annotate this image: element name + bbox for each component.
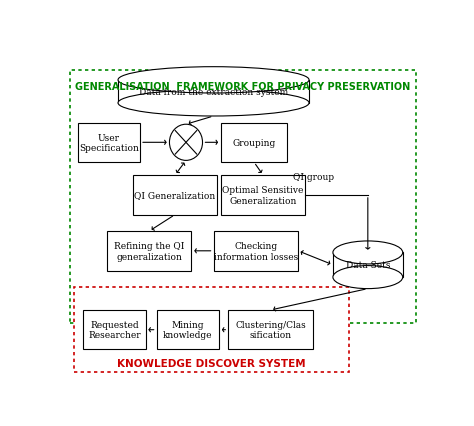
Bar: [78, 123, 140, 163]
Text: GENERALISATION  FRAMEWORK FOR PRIVACY PRESERVATION: GENERALISATION FRAMEWORK FOR PRIVACY PRE…: [75, 82, 410, 92]
Text: QI group: QI group: [292, 173, 334, 182]
Text: Mining
knowledge: Mining knowledge: [163, 320, 212, 340]
Ellipse shape: [118, 90, 309, 117]
Bar: [221, 123, 287, 163]
Bar: [70, 71, 416, 323]
Ellipse shape: [333, 266, 403, 289]
Text: Requested
Researcher: Requested Researcher: [88, 320, 141, 340]
Text: User
Specification: User Specification: [79, 133, 139, 153]
Bar: [333, 253, 403, 277]
Bar: [74, 287, 349, 373]
Ellipse shape: [118, 67, 309, 94]
Bar: [83, 310, 146, 350]
Bar: [213, 232, 298, 271]
Bar: [228, 310, 313, 350]
Bar: [221, 176, 305, 215]
Text: Refining the QI
generalization: Refining the QI generalization: [114, 242, 184, 261]
Text: Clustering/Clas
sification: Clustering/Clas sification: [235, 320, 306, 340]
Ellipse shape: [333, 242, 403, 264]
Text: Data Sets: Data Sets: [346, 261, 390, 270]
Bar: [133, 176, 217, 215]
Bar: [156, 310, 219, 350]
Text: Checking
information losses: Checking information losses: [214, 242, 298, 261]
Bar: [107, 232, 191, 271]
Bar: [118, 81, 309, 104]
Text: Data from the extraction system: Data from the extraction system: [139, 88, 288, 97]
Text: QI Generalization: QI Generalization: [134, 191, 216, 200]
Text: Optimal Sensitive
Generalization: Optimal Sensitive Generalization: [222, 186, 304, 205]
Ellipse shape: [169, 125, 202, 161]
Text: KNOWLEDGE DISCOVER SYSTEM: KNOWLEDGE DISCOVER SYSTEM: [118, 358, 306, 368]
Text: Grouping: Grouping: [232, 138, 275, 147]
